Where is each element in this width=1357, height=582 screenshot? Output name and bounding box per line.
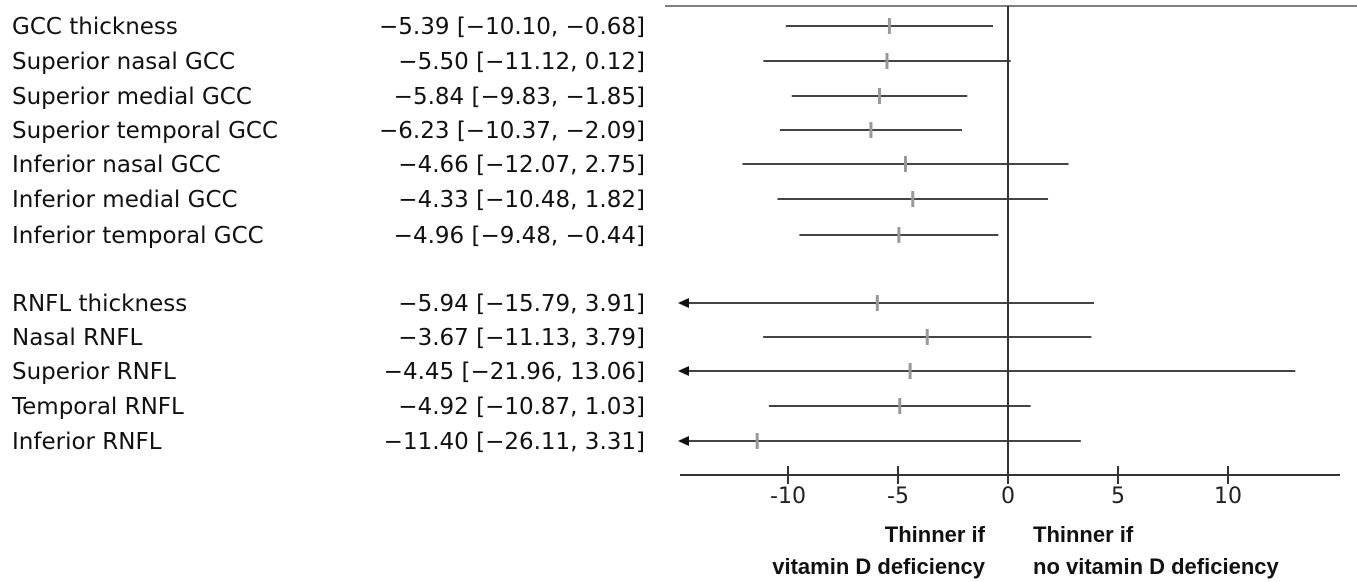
x-tick-label: 5 bbox=[1111, 484, 1125, 509]
row-estimate-text: −5.94 [−15.79, 3.91] bbox=[398, 291, 645, 317]
row-label: Superior nasal GCC bbox=[12, 49, 235, 75]
forest-row: GCC thickness −5.39 [−10.10, −0.68] bbox=[12, 14, 994, 40]
forest-row: Superior nasal GCC −5.50 [−11.12, 0.12] bbox=[12, 49, 1011, 75]
row-label: Nasal RNFL bbox=[12, 325, 142, 351]
forest-row: Superior temporal GCC −6.23 [−10.37, −2.0… bbox=[12, 118, 963, 144]
row-estimate-text: −5.50 [−11.12, 0.12] bbox=[398, 49, 645, 75]
row-label: Temporal RNFL bbox=[11, 394, 184, 420]
x-tick-label: -5 bbox=[887, 484, 909, 509]
x-tick-label: -10 bbox=[770, 484, 806, 509]
row-estimate-text: −3.67 [−11.13, 3.79] bbox=[398, 325, 645, 351]
annotation-right-line2: no vitamin D deficiency bbox=[1033, 554, 1279, 579]
forest-row: Inferior nasal GCC −4.66 [−12.07, 2.75] bbox=[12, 152, 1069, 178]
row-estimate-text: −4.66 [−12.07, 2.75] bbox=[398, 152, 645, 178]
forest-row: Superior medial GCC −5.84 [−9.83, −1.85] bbox=[12, 84, 968, 110]
forest-row: Inferior RNFL −11.40 [−26.11, 3.31] bbox=[12, 429, 1081, 455]
row-estimate-text: −4.33 [−10.48, 1.82] bbox=[398, 187, 645, 213]
row-label: GCC thickness bbox=[12, 14, 178, 40]
ci-arrow-left bbox=[678, 436, 689, 446]
annotation-left-line1: Thinner if bbox=[885, 522, 986, 547]
row-label: Superior RNFL bbox=[12, 359, 176, 385]
rows-layer: GCC thickness −5.39 [−10.10, −0.68] Superi… bbox=[11, 14, 1296, 455]
ci-arrow-left bbox=[678, 366, 689, 376]
forest-row: Inferior temporal GCC −4.96 [−9.48, −0.44… bbox=[12, 223, 999, 249]
annotation-right-line1: Thinner if bbox=[1033, 522, 1134, 547]
row-label: Inferior nasal GCC bbox=[12, 152, 221, 178]
x-tick-label: 0 bbox=[1001, 484, 1015, 509]
forest-row: RNFL thickness −5.94 [−15.79, 3.91] bbox=[12, 291, 1095, 317]
forest-row: Superior RNFL −4.45 [−21.96, 13.06] bbox=[12, 359, 1296, 385]
row-label: RNFL thickness bbox=[12, 291, 187, 317]
ci-arrow-left bbox=[678, 298, 689, 308]
row-estimate-text: −6.23 [−10.37, −2.09] bbox=[379, 118, 645, 144]
row-label: Inferior temporal GCC bbox=[12, 223, 264, 249]
row-label: Inferior RNFL bbox=[12, 429, 162, 455]
row-estimate-text: −5.39 [−10.10, −0.68] bbox=[379, 14, 645, 40]
forest-row: Inferior medial GCC −4.33 [−10.48, 1.82] bbox=[12, 187, 1049, 213]
annotation-left-line2: vitamin D deficiency bbox=[772, 554, 986, 579]
row-estimate-text: −4.92 [−10.87, 1.03] bbox=[398, 394, 645, 420]
forest-row: Temporal RNFL −4.92 [−10.87, 1.03] bbox=[11, 394, 1031, 420]
x-axis: -10 -5 0 5 10 bbox=[680, 6, 1340, 509]
row-estimate-text: −11.40 [−26.11, 3.31] bbox=[384, 429, 645, 455]
row-estimate-text: −4.45 [−21.96, 13.06] bbox=[384, 359, 645, 385]
row-estimate-text: −4.96 [−9.48, −0.44] bbox=[394, 223, 645, 249]
row-label: Inferior medial GCC bbox=[12, 187, 238, 213]
forest-row: Nasal RNFL −3.67 [−11.13, 3.79] bbox=[12, 325, 1092, 351]
row-label: Superior medial GCC bbox=[12, 84, 252, 110]
x-tick-label: 10 bbox=[1214, 484, 1242, 509]
row-label: Superior temporal GCC bbox=[12, 118, 278, 144]
row-estimate-text: −5.84 [−9.83, −1.85] bbox=[394, 84, 645, 110]
